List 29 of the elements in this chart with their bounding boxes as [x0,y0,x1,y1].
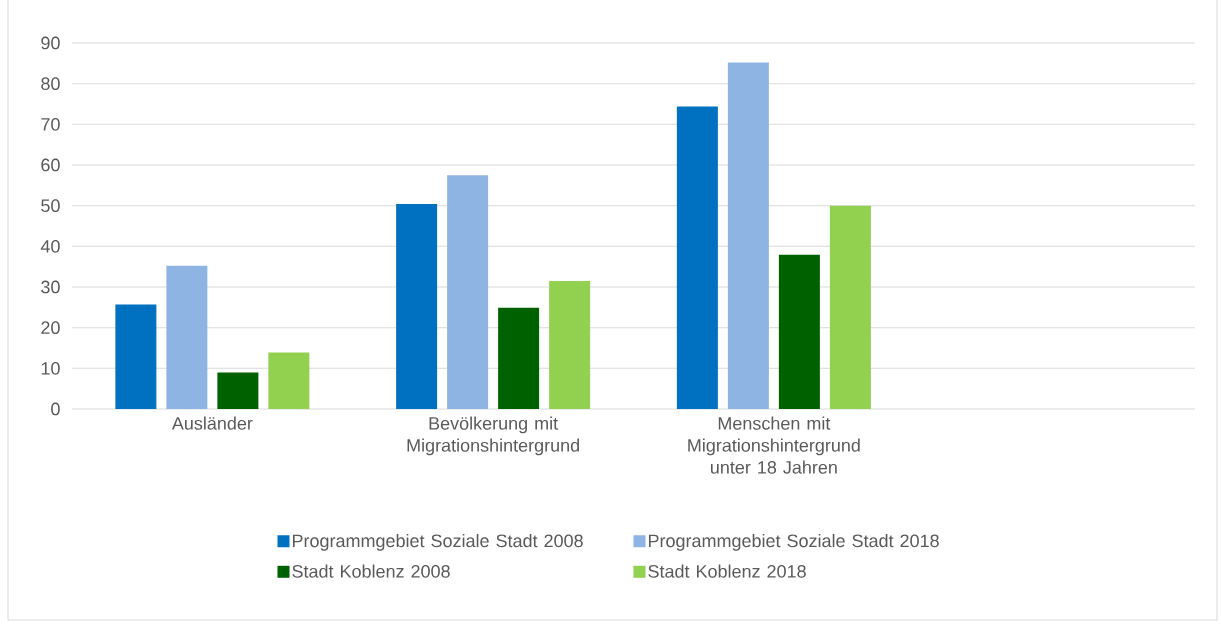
legend-label: Stadt Koblenz 2008 [292,564,450,578]
y-tick-label: 90 [41,36,60,50]
x-tick-label: Bevölkerung mit Migrationshintergrund [407,416,579,456]
bar [778,254,820,409]
bar [676,106,718,409]
bar [447,175,489,409]
bar [498,307,540,409]
legend-label: Programmgebiet Soziale Stadt 2008 [292,533,583,551]
x-tick-label: Ausländer [171,416,253,430]
x-tick-label: Menschen mit Migrationshintergrund unter 18 Jahren [688,416,860,474]
y-tick-label: 60 [41,158,60,172]
y-tick-label: 50 [41,199,60,213]
bar [396,204,438,409]
legend-label: Stadt Koblenz 2018 [648,564,806,578]
bar [268,352,310,409]
legend-label: Programmgebiet Soziale Stadt 2018 [648,533,939,551]
y-tick-label: 80 [41,77,60,91]
y-tick-label: 70 [41,117,60,131]
bar [549,280,591,409]
y-tick-label: 40 [40,239,60,253]
y-tick-label: 30 [41,280,60,294]
bar [217,372,259,409]
bar [115,304,157,409]
y-tick-label: 0 [51,402,60,416]
bar [727,62,769,409]
bar [829,205,871,409]
y-tick-label: 20 [41,321,60,335]
bar [166,265,208,409]
y-tick-label: 10 [41,361,60,375]
